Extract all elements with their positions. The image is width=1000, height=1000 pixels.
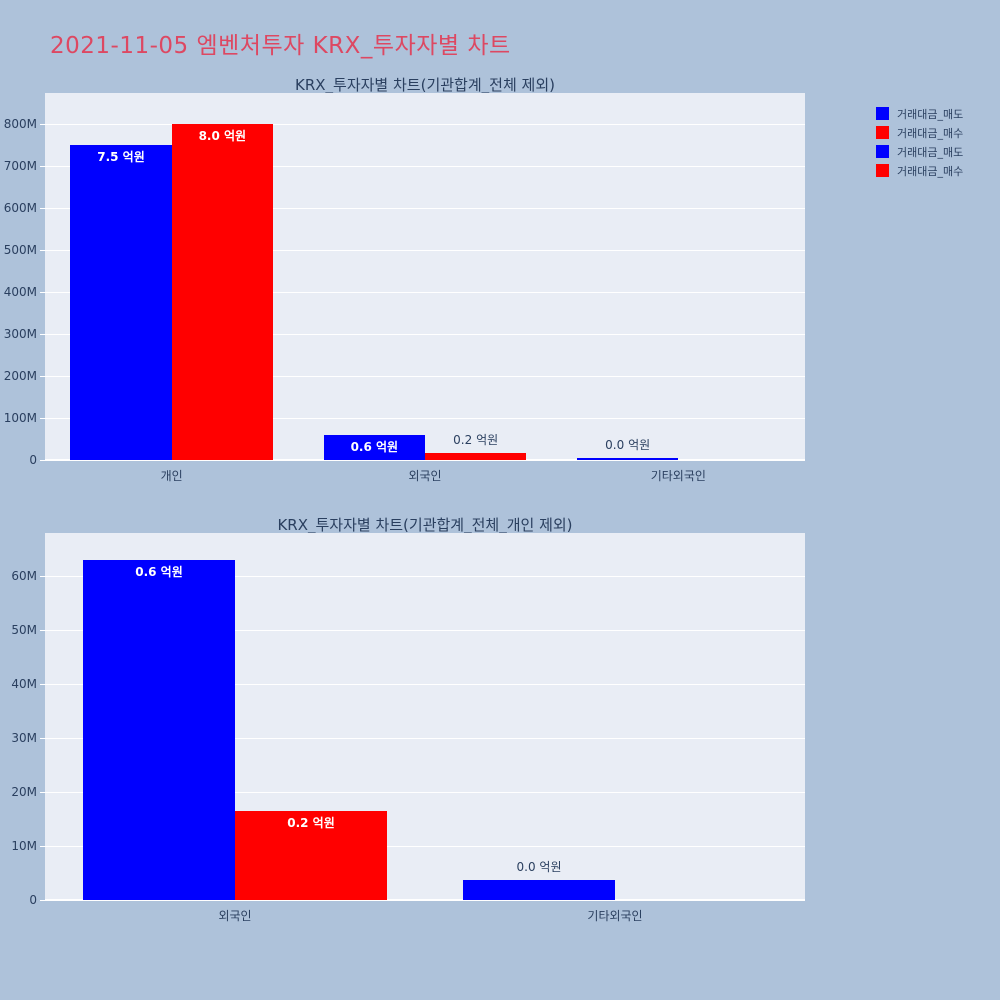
gridline — [45, 292, 805, 294]
legend-marker-icon — [876, 126, 889, 139]
bar-거래대금_매수-외국인[interactable] — [425, 453, 527, 460]
page-title: 2021-11-05 엠벤처투자 KRX_투자자별 차트 — [50, 33, 511, 59]
y-tick-label: 500M — [3, 243, 37, 258]
bar-value-label: 7.5 억원 — [97, 150, 145, 165]
y-tick-label: 0 — [29, 453, 37, 467]
bar-value-label: 0.6 억원 — [350, 439, 399, 454]
y-tick-mark — [40, 576, 45, 578]
y-tick-mark — [40, 292, 45, 294]
y-tick-label: 800M — [3, 117, 37, 132]
gridline — [45, 124, 805, 126]
y-tick-mark — [40, 250, 45, 252]
y-tick-label: 700M — [3, 159, 37, 174]
subplot-title: KRX_투자자별 차트(기관합계_전체 제외) — [295, 76, 555, 94]
y-tick-label: 600M — [3, 201, 37, 216]
y-tick-label: 20M — [11, 785, 37, 800]
y-tick-mark — [40, 684, 45, 686]
y-tick-mark — [40, 792, 45, 794]
y-tick-mark — [40, 418, 45, 419]
y-tick-label: 100M — [3, 411, 37, 425]
bar-거래대금_매도-개인[interactable] — [70, 145, 172, 460]
gridline — [45, 792, 805, 794]
bar-거래대금_매도-외국인[interactable] — [83, 559, 235, 900]
bar-거래대금_매도-기타외국인[interactable] — [577, 458, 679, 460]
plot-area: 7.5 억원 8.0 억원 0.6 억원 0.2 억원 0.0 억원 — [45, 93, 805, 461]
x-axis-line — [45, 459, 805, 461]
legend-item-label: 거래대금_매도 — [897, 107, 964, 121]
x-tick-label: 외국인 — [218, 909, 252, 923]
y-tick-label: 300M — [3, 327, 37, 342]
y-tick-mark — [40, 738, 45, 740]
y-tick-mark — [40, 124, 45, 126]
legend-item-1[interactable]: 거래대금_매수 — [876, 123, 963, 142]
subplot-title: KRX_투자자별 차트(기관합계_전체_개인 제외) — [277, 516, 573, 534]
legend-item-label: 거래대금_매수 — [897, 164, 964, 178]
gridline — [45, 576, 805, 578]
bar-value-label: 0.6 억원 — [135, 564, 183, 579]
y-tick-label: 10M — [11, 839, 37, 854]
gridline — [45, 208, 805, 210]
legend-item-label: 거래대금_매도 — [897, 145, 964, 159]
y-tick-label: 60M — [11, 569, 37, 584]
plot-area: 0.6 억원 0.2 억원 0.0 억원 — [45, 533, 805, 901]
x-axis-line — [45, 899, 805, 901]
x-tick-label: 외국인 — [408, 469, 442, 483]
bar-value-label: 0.0 억원 — [516, 860, 562, 875]
bar-value-label: 8.0 억원 — [198, 129, 247, 144]
legend-item-0[interactable]: 거래대금_매도 — [876, 104, 963, 123]
bar-거래대금_매도-외국인[interactable] — [323, 434, 425, 460]
y-tick-label: 200M — [3, 369, 37, 384]
legend-marker-icon — [876, 107, 889, 120]
x-tick-label: 개인 — [160, 469, 183, 483]
bar-value-label: 0.2 억원 — [287, 815, 335, 830]
y-tick-mark — [40, 376, 45, 378]
y-tick-label: 0 — [29, 893, 37, 907]
y-tick-label: 30M — [11, 731, 37, 746]
x-tick-label: 기타외국인 — [587, 909, 643, 923]
bar-value-label: 0.2 억원 — [453, 433, 499, 448]
gridline — [45, 166, 805, 168]
gridline — [45, 684, 805, 686]
gridline — [45, 250, 805, 252]
y-tick-label: 50M — [11, 623, 37, 638]
legend-item-3[interactable]: 거래대금_매수 — [876, 161, 963, 180]
x-tick-label: 기타외국인 — [650, 469, 706, 483]
y-tick-mark — [40, 630, 45, 632]
bar-거래대금_매수-개인[interactable] — [171, 124, 273, 460]
y-tick-label: 40M — [11, 677, 37, 692]
bar-거래대금_매도-기타외국인[interactable] — [463, 880, 615, 900]
y-tick-mark — [40, 460, 45, 461]
y-tick-mark — [40, 900, 45, 901]
gridline — [45, 334, 805, 336]
bar-거래대금_매수-외국인[interactable] — [235, 810, 387, 900]
legend: 거래대금_매도 거래대금_매수 거래대금_매도 거래대금_매수 — [876, 104, 963, 180]
legend-item-label: 거래대금_매수 — [897, 126, 964, 140]
legend-marker-icon — [876, 145, 889, 158]
gridline — [45, 418, 805, 419]
y-tick-mark — [40, 334, 45, 336]
y-tick-mark — [40, 208, 45, 210]
gridline — [45, 376, 805, 378]
legend-marker-icon — [876, 164, 889, 177]
bar-value-label: 0.0 억원 — [605, 438, 651, 452]
legend-item-2[interactable]: 거래대금_매도 — [876, 142, 963, 161]
y-tick-mark — [40, 166, 45, 168]
y-tick-mark — [40, 846, 45, 848]
y-tick-label: 400M — [3, 285, 37, 300]
gridline — [45, 846, 805, 848]
gridline — [45, 630, 805, 632]
gridline — [45, 738, 805, 740]
